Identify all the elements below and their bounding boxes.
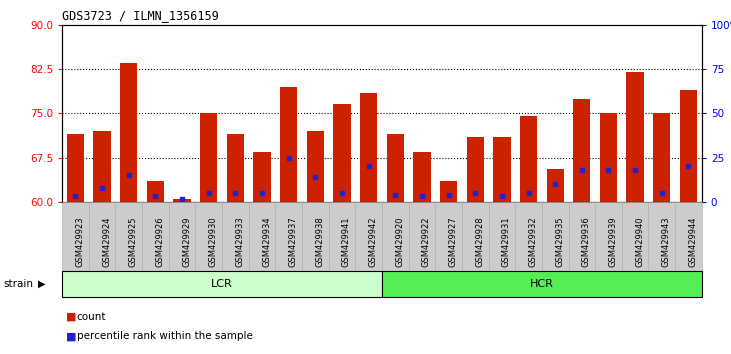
Text: GDS3723 / ILMN_1356159: GDS3723 / ILMN_1356159 [62,9,219,22]
Bar [653,113,670,202]
Text: count: count [77,312,106,322]
Text: strain: strain [4,279,34,289]
Text: GSM429943: GSM429943 [662,217,671,267]
Text: GSM429930: GSM429930 [209,217,218,267]
Bar [680,90,697,202]
Bar [173,199,191,202]
Text: GSM429923: GSM429923 [75,217,85,267]
Text: GSM429922: GSM429922 [422,217,431,267]
Bar [147,181,164,202]
Bar [227,134,244,202]
Text: GSM429944: GSM429944 [689,217,697,267]
Text: GSM429928: GSM429928 [475,217,484,267]
Text: GSM429942: GSM429942 [368,217,378,267]
Text: GSM429929: GSM429929 [182,217,191,267]
Bar [440,181,457,202]
Text: GSM429937: GSM429937 [289,217,298,267]
Text: GSM429927: GSM429927 [449,217,458,267]
Text: GSM429935: GSM429935 [555,217,564,267]
Bar [360,93,377,202]
Bar [387,134,404,202]
Bar [120,63,137,202]
Text: GSM429926: GSM429926 [156,217,164,267]
Bar [493,137,510,202]
Bar [547,169,564,202]
Text: HCR: HCR [530,279,554,289]
Text: percentile rank within the sample: percentile rank within the sample [77,331,253,341]
Text: ■: ■ [66,331,76,341]
Text: ■: ■ [66,312,76,322]
Bar [200,113,217,202]
Bar [333,104,351,202]
Text: LCR: LCR [211,279,233,289]
Text: GSM429934: GSM429934 [262,217,271,267]
Text: GSM429932: GSM429932 [529,217,537,267]
Text: GSM429941: GSM429941 [342,217,351,267]
Bar [254,152,270,202]
Bar [67,134,84,202]
Bar [94,131,111,202]
Text: GSM429938: GSM429938 [315,217,325,267]
Bar [280,87,298,202]
Text: GSM429920: GSM429920 [395,217,404,267]
Bar [573,98,591,202]
Bar [600,113,617,202]
Bar [307,131,324,202]
Bar [520,116,537,202]
Text: GSM429924: GSM429924 [102,217,111,267]
Bar [466,137,484,202]
Bar [626,72,644,202]
Bar [413,152,431,202]
Text: GSM429936: GSM429936 [582,217,591,267]
Text: GSM429931: GSM429931 [502,217,511,267]
Text: GSM429933: GSM429933 [235,217,244,267]
Text: GSM429940: GSM429940 [635,217,644,267]
Text: GSM429925: GSM429925 [129,217,137,267]
Text: GSM429939: GSM429939 [608,217,618,267]
Text: ▶: ▶ [38,279,45,289]
